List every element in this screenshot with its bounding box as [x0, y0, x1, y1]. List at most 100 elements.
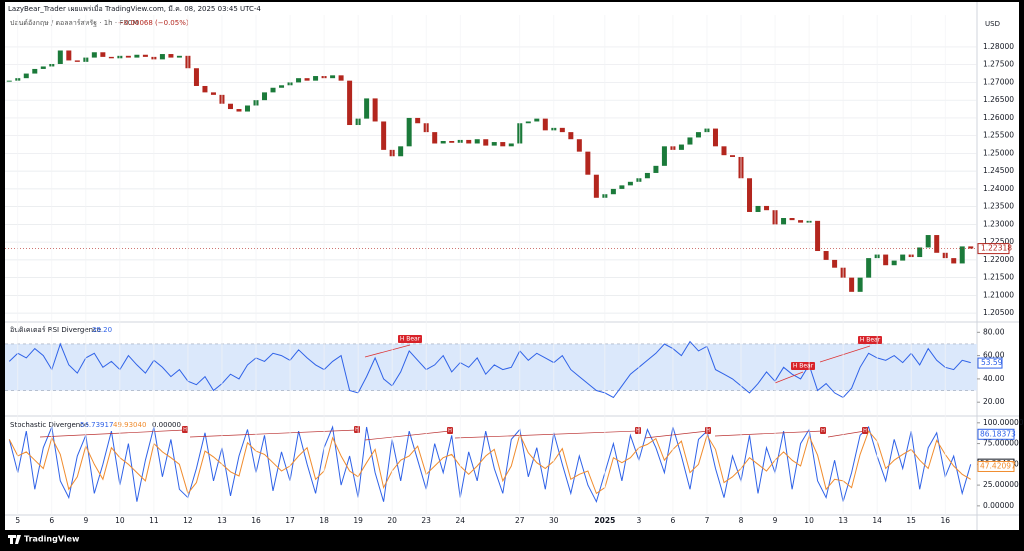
x-tick-label: 9: [83, 516, 88, 525]
y-tick-label: 1.23000: [983, 219, 1014, 228]
y-tick-label: 80.00: [983, 327, 1005, 336]
last-value-box: [977, 460, 1015, 472]
x-tick-label: 18: [319, 516, 329, 525]
candle: [653, 165, 659, 173]
candle: [883, 254, 889, 266]
divergence-line: [774, 371, 804, 384]
candle: [644, 172, 650, 179]
divergence-label: H: [706, 428, 710, 434]
y-tick-label: 1.25500: [983, 131, 1014, 140]
divergence-label: H: [863, 428, 867, 434]
rsi-legend-value: 39.20: [92, 326, 112, 334]
x-tick-label: 30: [549, 516, 559, 525]
candle: [210, 92, 216, 95]
divergence-label: H: [448, 428, 452, 434]
symbol: ปอนด์อังกฤษ / ดอลลาร์สหรัฐ · 1h · FXCM: [10, 19, 139, 27]
candle: [500, 142, 506, 147]
x-tick-label: 27: [515, 516, 525, 525]
y-tick-label: 1.27500: [983, 60, 1014, 69]
x-tick-label: 2025: [594, 516, 615, 525]
candle: [695, 132, 701, 138]
y-tick-label: 1.22000: [983, 255, 1014, 264]
last-value-box: [977, 428, 1015, 440]
candle: [849, 277, 855, 292]
divergence-line: [819, 345, 871, 363]
last-value-label: 47.42097: [980, 461, 1016, 470]
candle: [398, 146, 404, 157]
x-tick-label: 12: [183, 516, 193, 525]
candle: [330, 75, 336, 79]
candle: [483, 139, 489, 146]
y-tick-label: 1.28000: [983, 42, 1014, 51]
candle: [585, 151, 591, 175]
candle: [815, 220, 821, 252]
candle: [347, 80, 353, 126]
divergence-line: [644, 430, 709, 439]
x-tick-label: 10: [115, 516, 125, 525]
divergence-tag: [705, 427, 711, 434]
currency: USD: [985, 20, 1000, 28]
candle: [474, 139, 480, 144]
price-change: −0.00068 (−0.05%): [118, 19, 189, 27]
divergence-line: [364, 430, 451, 441]
x-tick-label: 11: [149, 516, 159, 525]
y-tick-label: 1.25000: [983, 148, 1014, 157]
y-tick-label: 25.00000: [983, 480, 1019, 489]
divergence-tag: [447, 427, 453, 434]
x-tick-label: 7: [705, 516, 710, 525]
y-tick-label: 1.24000: [983, 184, 1014, 193]
candle: [176, 55, 182, 58]
stoch-legend-value: 0.00000: [152, 421, 181, 429]
candle: [559, 127, 565, 133]
y-tick-label: 40.00: [983, 374, 1005, 383]
candle: [866, 258, 872, 278]
divergence-tag: [182, 426, 188, 433]
candle: [406, 117, 412, 147]
candle: [134, 54, 140, 58]
divergence-tag: [635, 427, 641, 434]
divergence-label: H: [183, 427, 187, 433]
last-price-label: 1.22318: [981, 244, 1012, 253]
divergence-line: [189, 429, 358, 438]
candle: [338, 75, 344, 81]
x-tick-label: 24: [455, 516, 465, 525]
candle: [917, 247, 923, 258]
divergence-label: H: [821, 428, 825, 434]
candle: [125, 55, 131, 58]
candle: [891, 260, 897, 266]
x-tick-label: 5: [15, 516, 20, 525]
y-tick-label: 20.00: [983, 397, 1005, 406]
last-value-label: 86.18373: [980, 429, 1016, 438]
stoch-legend-value: 49.93040: [113, 421, 146, 429]
x-tick-label: 13: [838, 516, 848, 525]
candle: [245, 105, 250, 112]
x-tick-label: 3: [637, 516, 642, 525]
candle: [542, 118, 548, 131]
y-tick-label: 1.24500: [983, 166, 1014, 175]
divergence-line: [39, 429, 186, 438]
candle: [508, 143, 514, 147]
candle: [74, 60, 80, 62]
y-tick-label: 1.21500: [983, 273, 1014, 282]
candle: [712, 128, 718, 147]
candle: [721, 146, 727, 156]
y-tick-label: 1.27000: [983, 77, 1014, 86]
candle: [823, 251, 829, 260]
x-tick-label: 10: [804, 516, 814, 525]
candle: [40, 66, 46, 69]
x-tick-label: 23: [421, 516, 431, 525]
y-tick-label: 60.00: [983, 351, 1005, 360]
candle: [900, 254, 906, 261]
candle: [440, 140, 446, 144]
x-tick-label: 17: [285, 516, 295, 525]
y-tick-label: 1.22500: [983, 237, 1014, 246]
candle: [781, 218, 787, 225]
candle: [202, 85, 208, 93]
candle: [466, 139, 472, 144]
series-line: [8, 430, 971, 495]
candle: [364, 98, 370, 119]
candle: [236, 109, 242, 112]
x-tick-label: 16: [940, 516, 950, 525]
candle: [270, 87, 276, 93]
